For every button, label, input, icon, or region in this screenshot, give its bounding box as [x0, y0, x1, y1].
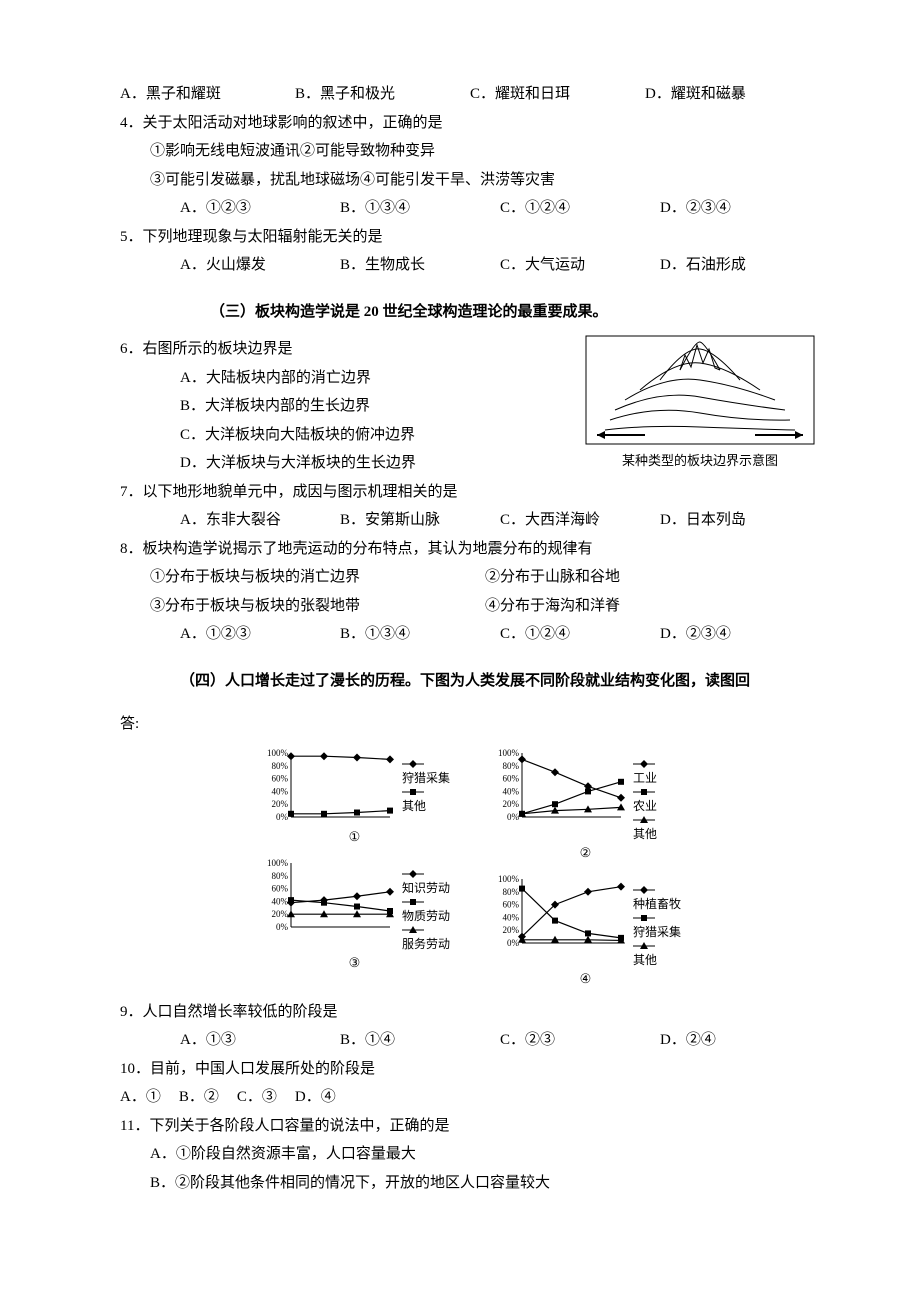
q11-stem: 11．下列关于各阶段人口容量的说法中，正确的是	[120, 1112, 820, 1141]
svg-text:80%: 80%	[503, 887, 520, 897]
q7-a: A．东非大裂谷	[180, 506, 340, 535]
q8-s2b: ④分布于海沟和洋脊	[485, 592, 820, 621]
q8-s2a: ③分布于板块与板块的张裂地带	[150, 592, 485, 621]
answer-label: 答:	[120, 710, 820, 739]
svg-text:20%: 20%	[503, 925, 520, 935]
chart-1-legend: 狩猎采集 其他	[402, 749, 450, 815]
svg-text:100%: 100%	[498, 875, 520, 884]
svg-text:40%: 40%	[271, 897, 288, 907]
svg-text:0%: 0%	[276, 922, 289, 932]
q10-d: D．④	[295, 1083, 336, 1112]
q8-stem: 8．板块构造学说揭示了地壳运动的分布特点，其认为地震分布的规律有	[120, 535, 820, 564]
q3-d: D．耀斑和磁暴	[645, 80, 820, 109]
svg-text:40%: 40%	[503, 786, 520, 796]
chart-3-legend: 知识劳动 物质劳动 服务劳动	[402, 859, 450, 953]
svg-text:0%: 0%	[507, 938, 520, 948]
chart-4: 100% 80% 60% 40% 20% 0%	[490, 875, 625, 953]
q5-stem: 5．下列地理现象与太阳辐射能无关的是	[120, 223, 820, 252]
q10-c: C．③	[237, 1083, 277, 1112]
q7-c: C．大西洋海岭	[500, 506, 660, 535]
q10-options: A．① B．② C．③ D．④	[120, 1083, 820, 1112]
q4-a: A．①②③	[180, 194, 340, 223]
chart-4-label: ④	[490, 967, 681, 992]
q4-d: D．②③④	[660, 194, 820, 223]
q4-b: B．①③④	[340, 194, 500, 223]
section-3-heading: （三）板块构造学说是 20 世纪全球构造理论的最重要成果。	[120, 298, 820, 327]
q8-options: A．①②③ B．①③④ C．①②④ D．②③④	[120, 620, 820, 649]
q8-a: A．①②③	[180, 620, 340, 649]
svg-text:40%: 40%	[271, 786, 288, 796]
q5-b: B．生物成长	[340, 251, 500, 280]
q3-c: C．耀斑和日珥	[470, 80, 645, 109]
q4-stem: 4．关于太阳活动对地球影响的叙述中，正确的是	[120, 109, 820, 138]
svg-text:80%: 80%	[271, 871, 288, 881]
svg-text:100%: 100%	[267, 859, 289, 868]
q6-stem: 6．右图所示的板块边界是	[120, 335, 562, 364]
q3-b: B．黑子和极光	[295, 80, 470, 109]
svg-text:0%: 0%	[276, 812, 289, 822]
svg-text:80%: 80%	[271, 760, 288, 770]
svg-text:100%: 100%	[498, 749, 520, 758]
q7-b: B．安第斯山脉	[340, 506, 500, 535]
q6-b: B．大洋板块内部的生长边界	[120, 392, 562, 421]
q6-c: C．大洋板块向大陆板块的俯冲边界	[120, 421, 562, 450]
section-4-heading: （四）人口增长走过了漫长的历程。下图为人类发展不同阶段就业结构变化图，读图回	[120, 667, 820, 696]
q8-subrow1: ①分布于板块与板块的消亡边界 ②分布于山脉和谷地	[120, 563, 820, 592]
svg-text:20%: 20%	[271, 799, 288, 809]
q6-d: D．大洋板块与大洋板块的生长边界	[120, 449, 562, 478]
employment-charts: 100% 80% 60% 40% 20% 0% 狩猎采集 其他 ① 100% 80% 60% 4…	[120, 749, 820, 992]
q10-stem: 10．目前，中国人口发展所处的阶段是	[120, 1055, 820, 1084]
q9-b: B．①④	[340, 1026, 500, 1055]
chart-2: 100% 80% 60% 40% 20% 0%	[490, 749, 625, 827]
svg-text:20%: 20%	[271, 909, 288, 919]
q8-b: B．①③④	[340, 620, 500, 649]
q5-d: D．石油形成	[660, 251, 820, 280]
q9-c: C．②③	[500, 1026, 660, 1055]
q9-options: A．①③ B．①④ C．②③ D．②④	[120, 1026, 820, 1055]
q8-d: D．②③④	[660, 620, 820, 649]
q9-stem: 9．人口自然增长率较低的阶段是	[120, 998, 820, 1027]
svg-text:60%: 60%	[503, 773, 520, 783]
q5-options: A．火山爆发 B．生物成长 C．大气运动 D．石油形成	[120, 251, 820, 280]
q7-d: D．日本列岛	[660, 506, 820, 535]
q4-c: C．①②④	[500, 194, 660, 223]
svg-text:60%: 60%	[271, 884, 288, 894]
q8-subrow2: ③分布于板块与板块的张裂地带 ④分布于海沟和洋脊	[120, 592, 820, 621]
chart-4-legend: 种植畜牧 狩猎采集 其他	[633, 875, 681, 969]
q3-a: A．黑子和耀斑	[120, 80, 295, 109]
svg-text:100%: 100%	[267, 749, 289, 758]
chart-1: 100% 80% 60% 40% 20% 0%	[259, 749, 394, 827]
q8-s1b: ②分布于山脉和谷地	[485, 563, 820, 592]
q5-a: A．火山爆发	[180, 251, 340, 280]
q7-stem: 7．以下地形地貌单元中，成因与图示机理相关的是	[120, 478, 820, 507]
chart-2-label: ②	[490, 841, 681, 866]
svg-text:0%: 0%	[507, 812, 520, 822]
svg-text:60%: 60%	[271, 773, 288, 783]
svg-text:80%: 80%	[503, 760, 520, 770]
q6-a: A．大陆板块内部的消亡边界	[120, 364, 562, 393]
q11-b: B．②阶段其他条件相同的情况下，开放的地区人口容量较大	[120, 1169, 820, 1198]
chart-2-legend: 工业 农业 其他	[633, 749, 657, 843]
q9-d: D．②④	[660, 1026, 820, 1055]
chart-3-label: ③	[259, 951, 450, 976]
q5-c: C．大气运动	[500, 251, 660, 280]
q10-b: B．②	[179, 1083, 219, 1112]
q8-c: C．①②④	[500, 620, 660, 649]
q4-sub1: ①影响无线电短波通讯②可能导致物种变异	[120, 137, 820, 166]
svg-text:20%: 20%	[503, 799, 520, 809]
q11-a: A．①阶段自然资源丰富，人口容量最大	[120, 1140, 820, 1169]
chart-3: 100% 80% 60% 40% 20% 0%	[259, 859, 394, 937]
q3-options: A．黑子和耀斑 B．黑子和极光 C．耀斑和日珥 D．耀斑和磁暴	[120, 80, 820, 109]
q4-sub2: ③可能引发磁暴，扰乱地球磁场④可能引发干旱、洪涝等灾害	[120, 166, 820, 195]
chart-1-label: ①	[259, 825, 450, 850]
q9-a: A．①③	[180, 1026, 340, 1055]
plate-boundary-figure: 某种类型的板块边界示意图	[580, 335, 820, 474]
svg-text:40%: 40%	[503, 913, 520, 923]
plate-figure-caption: 某种类型的板块边界示意图	[580, 449, 820, 474]
svg-text:60%: 60%	[503, 900, 520, 910]
q7-options: A．东非大裂谷 B．安第斯山脉 C．大西洋海岭 D．日本列岛	[120, 506, 820, 535]
q8-s1a: ①分布于板块与板块的消亡边界	[150, 563, 485, 592]
q4-options: A．①②③ B．①③④ C．①②④ D．②③④	[120, 194, 820, 223]
q10-a: A．①	[120, 1083, 161, 1112]
